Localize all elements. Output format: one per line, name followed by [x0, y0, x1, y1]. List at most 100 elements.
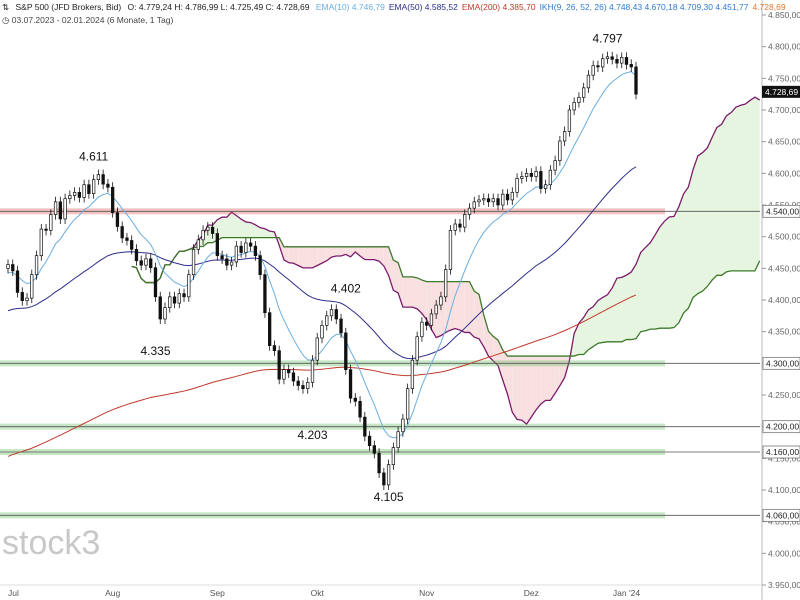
- candle-body: [624, 57, 629, 65]
- candle-body: [448, 229, 453, 270]
- price-axis: 3.950,004.000,004.050,004.100,004.150,00…: [761, 0, 800, 600]
- cloud-segment: [640, 247, 646, 332]
- x-tick-label: Okt: [311, 588, 325, 598]
- candle-body: [377, 452, 381, 474]
- candle-body: [553, 160, 557, 171]
- level-axis-box: [762, 420, 800, 434]
- cloud-segment: [260, 227, 265, 238]
- candle-body: [287, 369, 291, 374]
- candle-body: [548, 169, 553, 186]
- chart-type-icon[interactable]: ⇅: [2, 2, 10, 12]
- candle-body: [234, 245, 239, 263]
- cloud-segment: [341, 246, 346, 256]
- y-tick-label: 4.450,00: [768, 263, 800, 273]
- y-tick-label: 4.650,00: [768, 137, 800, 147]
- candle-body: [334, 309, 338, 320]
- price-annotation-label: 4.203: [297, 428, 327, 442]
- cloud-segment: [750, 97, 755, 271]
- candle-body: [282, 369, 286, 380]
- candle-body: [39, 228, 43, 257]
- cloud-segment: [379, 246, 384, 266]
- candle-body: [20, 292, 24, 301]
- cloud-segment: [488, 331, 494, 361]
- candle-body: [453, 223, 457, 231]
- candle-body: [610, 56, 614, 60]
- ema-50-line: [7, 166, 637, 360]
- cloud-segment: [412, 276, 418, 309]
- level-axis-box: [762, 508, 800, 522]
- cloud-segment: [464, 281, 470, 333]
- cloud-segment: [236, 215, 242, 238]
- candle-body: [562, 131, 567, 142]
- candle-body: [444, 269, 448, 298]
- candle-body: [44, 228, 48, 231]
- level-axis-label: 4.160,00: [766, 447, 799, 457]
- cloud-segment: [631, 264, 636, 340]
- candle-body: [77, 191, 82, 198]
- candle-body: [572, 102, 576, 111]
- candle-body: [486, 198, 491, 203]
- cloud-segment: [526, 356, 532, 425]
- price-annotation-label: 4.402: [331, 282, 361, 296]
- cloud-segment: [498, 340, 503, 381]
- candle-body: [111, 186, 115, 213]
- candle-body: [229, 261, 234, 266]
- candle-body: [348, 369, 353, 399]
- indicator-legend-item: 4.728,69: [752, 2, 786, 12]
- cloud-segment: [483, 314, 489, 357]
- candle-body: [210, 226, 215, 234]
- candle-body: [268, 312, 272, 346]
- candle-body: [439, 296, 443, 306]
- cloud-segment: [536, 356, 541, 410]
- candle-body: [567, 109, 572, 132]
- cloud-segment: [369, 246, 375, 260]
- y-tick-label: 4.600,00: [768, 168, 800, 178]
- candle-body: [410, 359, 415, 390]
- candle-body: [372, 445, 376, 454]
- candle-body: [629, 64, 633, 68]
- cloud-segment: [593, 300, 598, 347]
- candle-body: [6, 264, 10, 269]
- cloud-segment: [459, 281, 465, 333]
- candle-body: [196, 239, 200, 250]
- candle-body: [263, 274, 267, 314]
- cloud-segment: [322, 246, 327, 264]
- last-price-label: 4.728,69: [765, 87, 798, 97]
- x-tick-label: Jan '24: [613, 588, 640, 598]
- ema-200-line: [7, 294, 637, 457]
- candle-body: [310, 359, 315, 383]
- candle-body: [325, 315, 329, 326]
- cloud-segment: [226, 212, 232, 238]
- candle-body: [120, 226, 124, 239]
- candle-body: [539, 171, 543, 189]
- cloud-segment: [754, 97, 760, 271]
- ichimoku-cloud: [131, 96, 761, 426]
- candle-body: [82, 184, 86, 198]
- x-tick-label: Sep: [210, 588, 225, 598]
- stock3-watermark: stock3: [2, 524, 100, 562]
- candle-body: [405, 388, 410, 420]
- candle-body: [130, 240, 134, 250]
- candle-body: [291, 372, 296, 382]
- y-tick-label: 4.500,00: [768, 232, 800, 242]
- candle-body: [87, 184, 91, 194]
- candle-body: [58, 201, 62, 220]
- candle-body: [386, 464, 391, 486]
- cloud-segment: [298, 246, 303, 268]
- candle-body: [558, 140, 562, 162]
- period-label: (6 Monate, 1 Tag): [106, 15, 174, 25]
- ohlc-values: O: 4.779,24 H: 4.786,99 L: 4.725,49 C: 4…: [127, 2, 310, 12]
- cloud-segment: [417, 277, 422, 314]
- cloud-segment: [578, 317, 584, 355]
- cloud-segment: [650, 235, 656, 330]
- candle-body: [53, 201, 58, 215]
- candle-body: [153, 267, 158, 298]
- cloud-segment: [712, 127, 717, 281]
- cloud-segment: [245, 221, 251, 238]
- candle-body: [582, 87, 586, 98]
- candle-body: [220, 255, 224, 260]
- candle-body: [634, 66, 638, 95]
- symbol-title: S&P 500 (JFD Brokers, Bid): [15, 2, 122, 12]
- candle-body: [339, 318, 343, 334]
